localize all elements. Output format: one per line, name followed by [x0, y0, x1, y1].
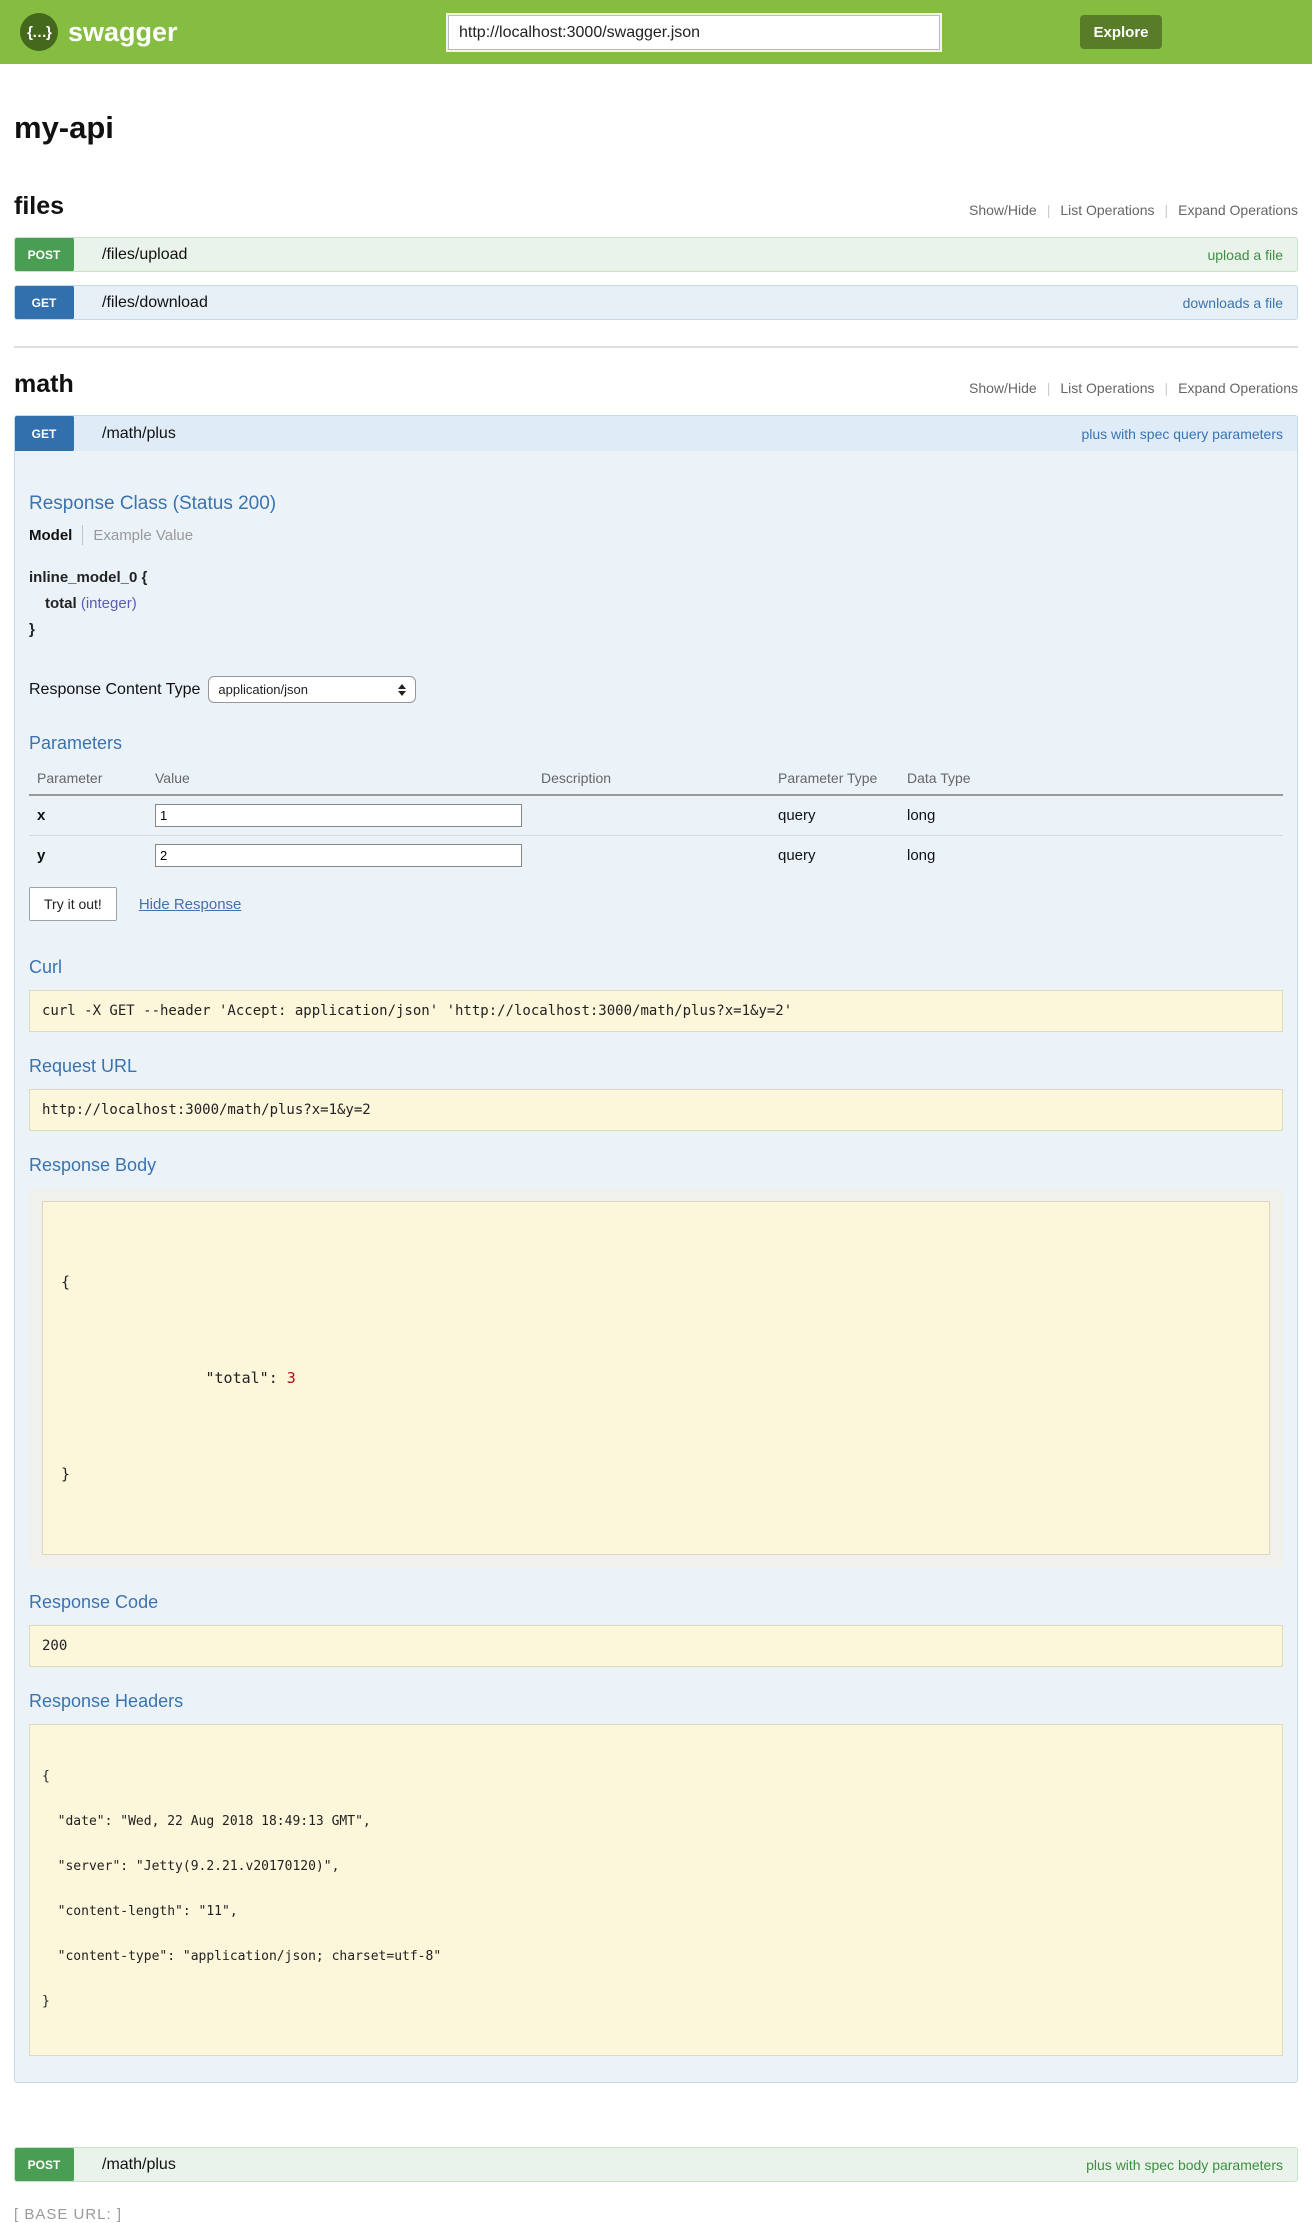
parameter-name: x [29, 795, 155, 836]
swagger-brand-link[interactable]: {…} swagger [20, 13, 178, 51]
operation-summary-link[interactable]: plus with spec body parameters [1086, 2156, 1283, 2173]
parameter-data-type: long [907, 847, 936, 864]
operation-path-link[interactable]: /files/download [102, 293, 208, 311]
json-key: "total": [187, 1369, 287, 1387]
model-open-line: inline_model_0 { [29, 569, 148, 586]
curl-heading: Curl [29, 957, 63, 977]
model-signature: inline_model_0 { total (integer) } [29, 569, 1283, 638]
operation-row-get-math-plus: GET /math/plus plus with spec query para… [15, 416, 1297, 451]
resource-math-title: math [14, 370, 74, 398]
files-expand-operations-link[interactable]: Expand Operations [1178, 202, 1298, 218]
parameters-heading: Parameters [29, 733, 123, 753]
response-headers-line: } [42, 1994, 50, 2009]
response-body-json: { "total": 3 } [42, 1201, 1270, 1555]
column-header-description: Description [541, 764, 778, 796]
explore-button[interactable]: Explore [1080, 15, 1162, 49]
main-content: my-api files Show/Hide | List Operations… [0, 110, 1312, 2223]
math-list-operations-link[interactable]: List Operations [1060, 380, 1155, 396]
operation-path-link[interactable]: /math/plus [102, 424, 176, 442]
method-badge-post: POST [15, 238, 74, 271]
separator: | [1164, 380, 1169, 396]
parameter-name: y [37, 847, 46, 864]
json-number-value: 3 [286, 1369, 296, 1387]
separator: | [1046, 380, 1051, 396]
operation-summary-link[interactable]: downloads a file [1182, 294, 1283, 311]
response-body-container: { "total": 3 } [29, 1188, 1283, 1568]
parameter-description [541, 836, 778, 876]
operation-summary-link[interactable]: upload a file [1207, 246, 1283, 263]
parameters-table: Parameter Value Description Parameter Ty… [29, 764, 1283, 875]
model-prop-name: total [45, 595, 77, 612]
method-badge-get: GET [15, 416, 74, 451]
method-badge-post: POST [15, 2148, 74, 2181]
separator: | [1164, 202, 1169, 218]
resource-math: math Show/Hide | List Operations | Expan… [14, 370, 1298, 2182]
swagger-logo-icon: {…} [20, 13, 58, 51]
resource-files: files Show/Hide | List Operations | Expa… [14, 192, 1298, 320]
response-headers-heading: Response Headers [29, 1691, 184, 1711]
parameter-x-input[interactable] [155, 804, 522, 827]
response-headers-line: "content-type": "application/json; chars… [42, 1949, 442, 1964]
response-headers-line: "date": "Wed, 22 Aug 2018 18:49:13 GMT", [42, 1814, 371, 1829]
operation-path-link[interactable]: /files/upload [102, 245, 188, 263]
tab-separator [82, 525, 84, 545]
parameter-data-type: long [907, 795, 1283, 836]
files-show-hide-link[interactable]: Show/Hide [968, 202, 1037, 218]
math-expand-operations-link[interactable]: Expand Operations [1178, 380, 1298, 396]
request-url-value: http://localhost:3000/math/plus?x=1&y=2 [29, 1089, 1283, 1131]
curl-command: curl -X GET --header 'Accept: applicatio… [29, 990, 1283, 1032]
brand-name: swagger [68, 16, 178, 47]
method-badge-get: GET [15, 286, 74, 319]
response-content-type-label: Response Content Type [29, 680, 201, 698]
column-header-parameter-type: Parameter Type [778, 764, 907, 796]
response-class-heading: Response Class (Status 200) [29, 493, 277, 514]
topbar: {…} swagger Explore [0, 0, 1312, 64]
parameter-row-x: x query long [29, 795, 1283, 836]
response-body-heading: Response Body [29, 1155, 157, 1175]
model-tabs: Model Example Value [29, 525, 1283, 545]
parameter-type: query [778, 795, 907, 836]
math-show-hide-link[interactable]: Show/Hide [968, 380, 1037, 396]
operation-detail-panel: Response Class (Status 200) Model Exampl… [15, 451, 1297, 2082]
response-content-type-value: application/json [218, 682, 308, 697]
model-close-line: } [29, 621, 35, 638]
base-url-footer: [ BASE URL: ] [14, 2206, 123, 2223]
response-headers-json: { "date": "Wed, 22 Aug 2018 18:49:13 GMT… [29, 1724, 1283, 2056]
parameter-type: query [778, 847, 816, 864]
response-headers-line: { [42, 1769, 50, 1784]
operation-row-post-files-upload: POST /files/upload upload a file [14, 237, 1298, 272]
parameter-description [541, 795, 778, 836]
response-headers-line: "content-length": "11", [42, 1904, 238, 1919]
spec-url-input[interactable] [446, 13, 942, 52]
separator: | [1046, 202, 1051, 218]
section-divider [14, 346, 1298, 348]
parameter-row-y: y query long [29, 836, 1283, 876]
column-header-parameter: Parameter [29, 764, 155, 796]
operation-block-get-math-plus: GET /math/plus plus with spec query para… [14, 415, 1298, 2083]
hide-response-link[interactable]: Hide Response [138, 895, 242, 913]
response-content-type-select[interactable]: application/json [208, 676, 417, 703]
column-header-data-type: Data Type [907, 764, 1283, 796]
try-it-out-button[interactable]: Try it out! [29, 887, 117, 921]
response-headers-line: "server": "Jetty(9.2.21.v20170120)", [42, 1859, 340, 1874]
column-header-value: Value [155, 764, 541, 796]
request-url-heading: Request URL [29, 1056, 138, 1076]
operation-row-post-math-plus: POST /math/plus plus with spec body para… [14, 2147, 1298, 2182]
files-list-operations-link[interactable]: List Operations [1060, 202, 1155, 218]
json-open-brace: { [61, 1273, 71, 1291]
operation-row-get-files-download: GET /files/download downloads a file [14, 285, 1298, 320]
response-code-heading: Response Code [29, 1592, 159, 1612]
json-close-brace: } [61, 1465, 71, 1483]
model-prop-type: (integer) [80, 595, 137, 612]
parameter-y-input[interactable] [155, 844, 522, 867]
response-code-value: 200 [29, 1625, 1283, 1667]
tab-model[interactable]: Model [29, 526, 73, 544]
tab-example-value[interactable]: Example Value [93, 526, 194, 544]
operation-path-link[interactable]: /math/plus [102, 2155, 176, 2173]
operation-summary-link[interactable]: plus with spec query parameters [1081, 425, 1283, 442]
select-arrows-icon [398, 683, 407, 696]
resource-files-title: files [14, 192, 65, 220]
api-title: my-api [14, 110, 114, 145]
